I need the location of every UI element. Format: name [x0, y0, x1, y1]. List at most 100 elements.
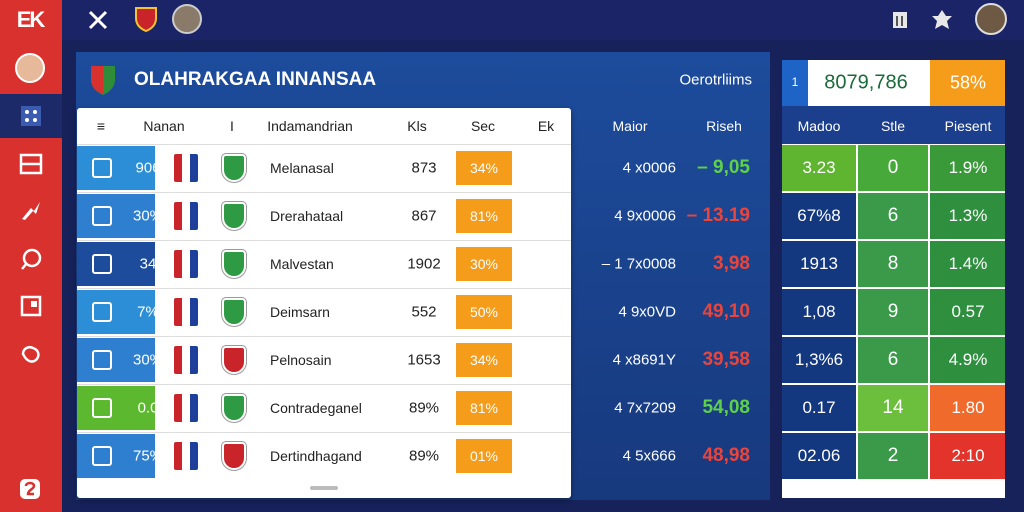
team-flag	[174, 202, 198, 230]
team-shield	[135, 7, 157, 33]
summary-cell	[782, 385, 856, 431]
row-rank: 0.0	[137, 399, 159, 417]
summary-cell	[858, 241, 928, 287]
team-flag	[174, 442, 198, 470]
row-rise: 39,58	[702, 349, 750, 370]
user-avatar[interactable]	[172, 4, 202, 34]
summary-percent-box	[930, 60, 1005, 106]
column-header: Nanan	[143, 118, 185, 134]
row-rise: – 9,05	[697, 157, 750, 178]
team-flag	[174, 298, 198, 326]
panel-title: OLAHRAKGAA INNANSAA	[134, 69, 377, 90]
summary-cell	[858, 433, 928, 479]
row-percent: 81%	[469, 400, 499, 416]
summary-value-cell: 2:10	[951, 446, 985, 465]
summary-header-label: Madoo	[797, 118, 841, 134]
summary-value-cell: 0	[887, 157, 899, 178]
summary-value-cell: 1.9%	[948, 158, 988, 177]
row-rank: 7%	[137, 303, 159, 321]
row-percent: 81%	[469, 208, 499, 224]
summary-value-cell: 6	[887, 349, 899, 370]
sidebar-list-button[interactable]	[19, 152, 43, 176]
row-number: 89%	[408, 447, 440, 465]
team-badge	[222, 154, 246, 182]
close-button[interactable]	[86, 8, 110, 32]
summary-cell	[858, 145, 928, 191]
team-flag	[174, 394, 198, 422]
pct-cell	[456, 439, 512, 473]
row-rise: 48,98	[702, 445, 750, 466]
row-major: 4 9x0VD	[618, 303, 676, 321]
pct-cell	[456, 151, 512, 185]
summary-cell	[858, 337, 928, 383]
row-divider	[77, 288, 571, 289]
column-header: Ek	[537, 118, 555, 134]
team-badge	[222, 250, 246, 278]
summary-value-cell: 4.9%	[948, 350, 988, 369]
summary-value-cell: 1.80	[951, 398, 985, 417]
pct-cell	[456, 391, 512, 425]
row-rank-cell	[77, 194, 155, 238]
row-major: 4 5x666	[622, 447, 676, 465]
summary-cell	[782, 289, 856, 335]
sidebar-help-button[interactable]	[18, 477, 42, 501]
sidebar-map-button[interactable]	[19, 342, 43, 366]
row-icon	[92, 302, 112, 322]
settings-icon[interactable]	[930, 8, 954, 32]
summary-cell	[930, 145, 1005, 191]
team-flag	[174, 346, 198, 374]
team-flag	[174, 250, 198, 278]
summary-value-cell: 9	[887, 301, 899, 322]
row-divider	[77, 384, 571, 385]
row-rank-cell	[77, 146, 155, 190]
sidebar-doc-button[interactable]	[19, 294, 43, 318]
row-number: 873	[411, 159, 437, 177]
summary-value-cell: 6	[887, 205, 899, 226]
row-major: – 1 7x0008	[601, 255, 676, 273]
summary-percent: 58%	[949, 72, 987, 93]
sidebar-sport-button[interactable]	[19, 199, 43, 223]
summary-value-cell: 0.57	[951, 302, 985, 321]
team-name: Melanasal	[270, 160, 334, 176]
pct-cell	[456, 295, 512, 329]
app-logo: EK	[16, 7, 46, 32]
sidebar-avatar[interactable]	[15, 53, 45, 83]
summary-cell	[782, 433, 856, 479]
summary-value-cell: 0.17	[802, 398, 836, 417]
summary-value-cell: 67%8	[797, 206, 841, 225]
row-rank-cell	[77, 338, 155, 382]
row-number: 1902	[407, 255, 441, 273]
summary-cell	[930, 385, 1005, 431]
team-name: Malvestan	[270, 256, 334, 272]
row-percent: 01%	[469, 448, 499, 464]
pct-cell	[456, 247, 512, 281]
row-icon	[92, 446, 112, 466]
summary-cell	[782, 241, 856, 287]
summary-cell	[858, 289, 928, 335]
summary-cell	[858, 385, 928, 431]
row-rank-cell	[77, 242, 155, 286]
trophy-icon[interactable]	[888, 8, 912, 32]
team-name: Dertindhagand	[270, 448, 362, 464]
column-header: ≡	[96, 118, 106, 134]
summary-cell	[782, 145, 856, 191]
panel-crest	[91, 66, 115, 95]
summary-value-cell: 1,08	[802, 302, 836, 321]
column-header: Sec	[470, 118, 496, 134]
pct-cell	[456, 343, 512, 377]
sidebar-chat-button[interactable]	[19, 247, 43, 271]
sidebar	[0, 0, 62, 512]
summary-cell	[930, 337, 1005, 383]
row-number: 1653	[407, 351, 441, 369]
row-divider	[77, 144, 571, 145]
row-rank-cell	[77, 290, 155, 334]
sidebar-grid-button[interactable]	[19, 104, 43, 128]
summary-cell	[930, 433, 1005, 479]
summary-value-cell: 1913	[800, 254, 838, 273]
team-badge	[222, 202, 246, 230]
team-flag	[174, 154, 198, 182]
profile-avatar[interactable]	[975, 3, 1007, 35]
row-icon	[92, 398, 112, 418]
column-header: Riseh	[706, 118, 742, 134]
column-header: Indamandrian	[267, 118, 353, 134]
